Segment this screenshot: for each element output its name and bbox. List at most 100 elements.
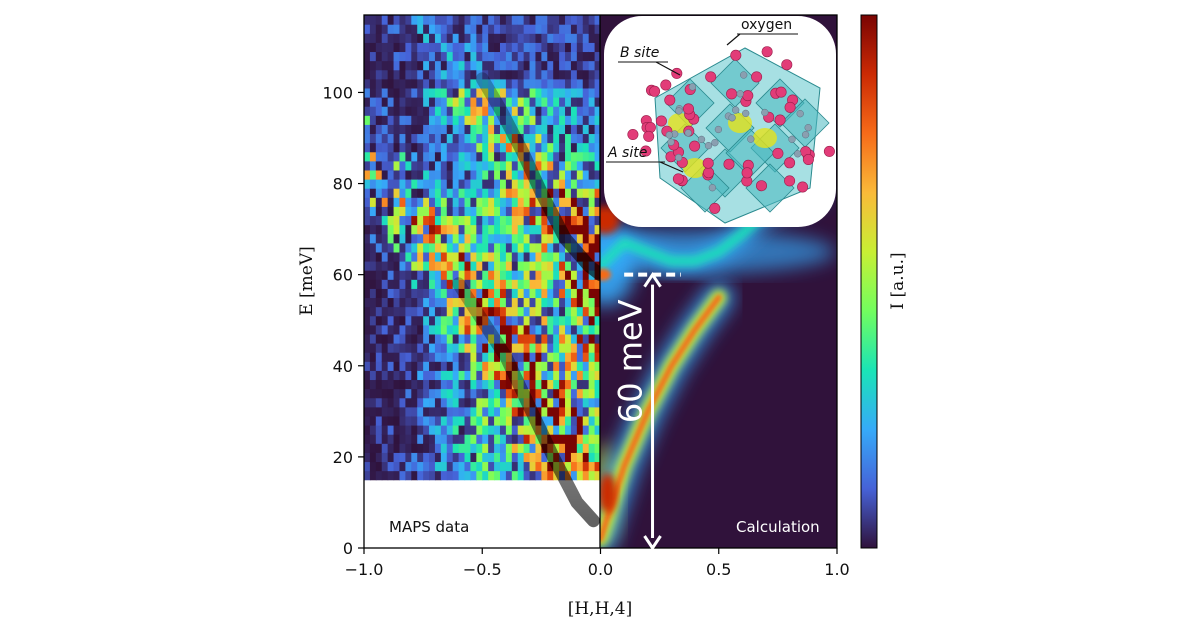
- data-pixel: [458, 151, 466, 162]
- data-pixel: [565, 397, 572, 408]
- data-pixel: [417, 233, 424, 244]
- data-pixel: [375, 324, 383, 335]
- data-pixel: [364, 60, 371, 71]
- data-pixel: [565, 288, 572, 299]
- data-pixel: [488, 370, 495, 381]
- data-pixel: [499, 242, 507, 253]
- data-pixel: [464, 87, 472, 98]
- data-pixel: [429, 78, 436, 89]
- dispersion-overlay: [452, 72, 600, 528]
- data-pixel: [446, 233, 454, 244]
- data-pixel: [387, 434, 395, 444]
- data-pixel: [499, 461, 507, 472]
- data-pixel: [523, 306, 531, 317]
- data-pixel: [499, 33, 507, 43]
- data-pixel: [458, 470, 466, 481]
- data-pixel: [529, 297, 537, 308]
- data-pixel: [523, 443, 531, 453]
- data-pixel: [411, 233, 418, 244]
- data-pixel: [458, 24, 466, 34]
- data-pixel: [387, 361, 395, 371]
- data-pixel: [452, 142, 460, 153]
- data-pixel: [411, 397, 418, 408]
- data-pixel: [565, 279, 572, 289]
- data-pixel: [541, 279, 548, 289]
- oxygen-atom: [655, 115, 667, 127]
- data-pixel: [423, 15, 430, 25]
- data-pixel: [458, 51, 466, 62]
- data-pixel: [440, 452, 448, 463]
- data-pixel: [423, 443, 430, 453]
- data-pixel: [429, 370, 436, 381]
- data-pixel: [541, 106, 548, 116]
- data-pixel: [364, 224, 371, 235]
- data-pixel: [565, 361, 572, 371]
- data-pixel: [588, 206, 596, 217]
- y-tick-label: 40: [333, 357, 353, 376]
- data-pixel: [565, 343, 572, 353]
- b-site-label: B site: [620, 45, 659, 61]
- data-pixel: [434, 179, 442, 189]
- data-pixel: [482, 115, 489, 125]
- data-pixel: [582, 315, 590, 326]
- data-pixel: [393, 415, 401, 426]
- data-pixel: [476, 15, 483, 25]
- data-pixel: [369, 24, 377, 34]
- data-pixel: [411, 97, 418, 107]
- data-pixel: [458, 261, 466, 271]
- data-pixel: [594, 60, 600, 71]
- data-pixel: [381, 361, 389, 371]
- data-pixel: [369, 352, 377, 362]
- data-pixel: [387, 78, 395, 89]
- data-pixel: [488, 206, 495, 217]
- data-pixel: [517, 42, 525, 53]
- data-pixel: [364, 188, 371, 198]
- data-pixel: [364, 179, 371, 189]
- data-pixel: [387, 288, 395, 299]
- data-pixel: [399, 443, 406, 453]
- data-pixel: [565, 169, 572, 180]
- data-pixel: [494, 169, 501, 180]
- data-pixel: [375, 425, 383, 435]
- data-pixel: [576, 379, 584, 390]
- data-pixel: [405, 415, 412, 426]
- data-pixel: [553, 270, 560, 280]
- oxygen-atom: [664, 94, 676, 106]
- oxygen-atom: [784, 157, 796, 169]
- data-pixel: [434, 425, 442, 435]
- data-pixel: [405, 133, 412, 144]
- data-pixel: [517, 188, 525, 198]
- data-pixel: [511, 297, 519, 308]
- data-pixel: [470, 179, 477, 189]
- data-pixel: [375, 315, 383, 326]
- data-pixel: [411, 224, 418, 235]
- data-pixel: [369, 87, 377, 98]
- data-pixel: [399, 352, 406, 362]
- data-pixel: [570, 142, 578, 153]
- data-pixel: [594, 151, 600, 162]
- oxygen-atom: [703, 167, 715, 179]
- data-pixel: [364, 142, 371, 153]
- data-pixel: [464, 397, 472, 408]
- data-pixel: [488, 306, 495, 317]
- data-pixel: [452, 452, 460, 463]
- data-pixel: [576, 78, 584, 89]
- data-pixel: [440, 324, 448, 335]
- data-pixel: [393, 306, 401, 317]
- data-pixel: [570, 315, 578, 326]
- data-pixel: [565, 87, 572, 98]
- data-pixel: [582, 69, 590, 80]
- data-pixel: [452, 251, 460, 262]
- data-pixel: [440, 33, 448, 43]
- data-pixel: [393, 261, 401, 271]
- data-pixel: [576, 160, 584, 171]
- data-pixel: [565, 97, 572, 107]
- data-pixel: [452, 388, 460, 399]
- data-pixel: [464, 425, 472, 435]
- data-pixel: [565, 461, 572, 472]
- data-pixel: [535, 379, 542, 390]
- data-pixel: [405, 124, 412, 135]
- data-pixel: [488, 215, 495, 226]
- data-pixel: [559, 370, 566, 381]
